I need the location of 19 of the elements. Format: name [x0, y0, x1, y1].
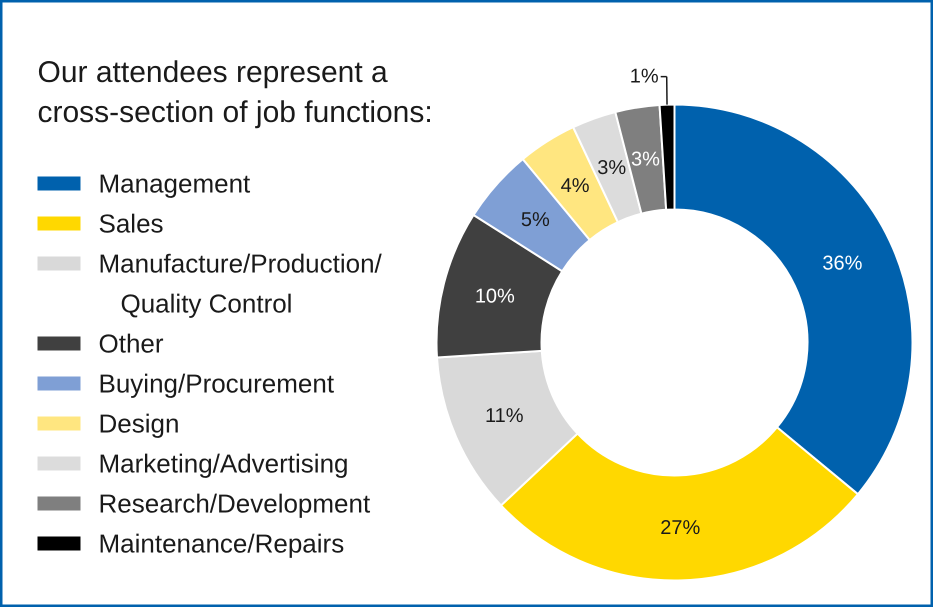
data-label: 3% — [597, 156, 626, 179]
legend-label: Sales — [98, 208, 164, 238]
data-label: 36% — [822, 252, 863, 275]
data-label: 11% — [484, 405, 524, 428]
legend-label: Marketing/Advertising — [98, 448, 348, 478]
data-label: 1% — [630, 66, 659, 88]
legend-label: Manufacture/Production/Quality Control — [98, 248, 383, 318]
legend-label: Maintenance/Repairs — [98, 528, 344, 558]
data-label: 3% — [631, 148, 660, 170]
legend-label: Research/Development — [98, 488, 371, 518]
legend-label: Management — [98, 168, 252, 198]
chart-title: Our attendees represent a cross-section of job functions: — [38, 56, 433, 129]
legend-label: Other — [98, 328, 164, 358]
data-label: 5% — [520, 208, 550, 231]
legend-label: Design — [98, 408, 180, 438]
data-label: 27% — [660, 516, 701, 539]
legend-label: Buying/Procurement — [98, 368, 335, 398]
data-label: 10% — [474, 285, 516, 308]
data-label: 4% — [560, 174, 590, 197]
